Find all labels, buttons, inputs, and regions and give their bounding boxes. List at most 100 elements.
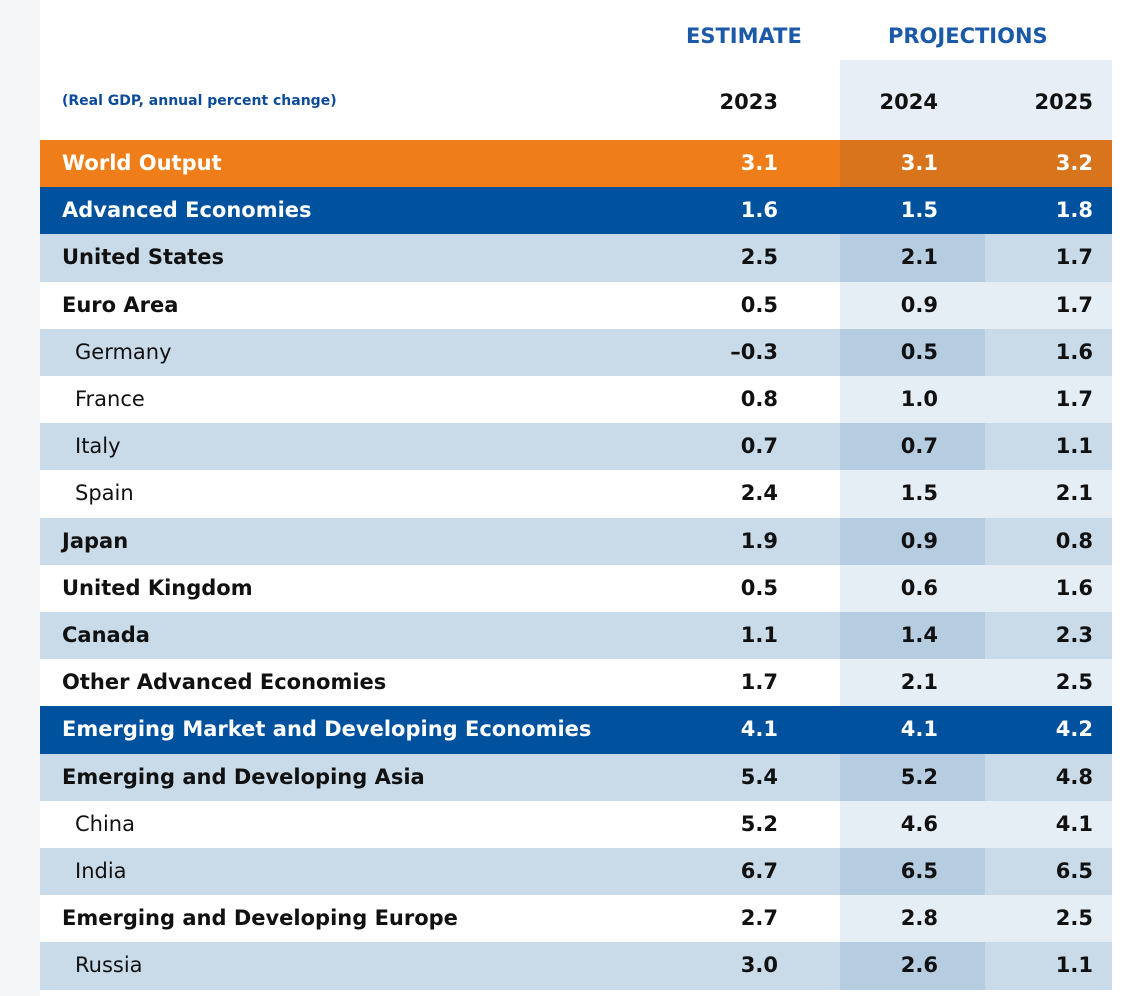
- row-background: [840, 140, 985, 188]
- row-label: World Output: [62, 151, 222, 175]
- value-cell: 5.2: [900, 764, 938, 789]
- value-cell: 4.1: [900, 717, 938, 742]
- value-cell: 5.4: [740, 764, 778, 789]
- year-header: 2025: [1034, 90, 1093, 114]
- row-background: [840, 328, 985, 376]
- row-background: [985, 328, 1112, 376]
- value-cell: 5.2: [740, 811, 778, 836]
- value-cell: 1.8: [1055, 198, 1093, 223]
- value-cell: 3.1: [740, 151, 778, 175]
- row-background: [985, 659, 1112, 707]
- row-label: China: [75, 811, 135, 836]
- row-background: [840, 376, 985, 424]
- row-background: [985, 895, 1112, 943]
- value-cell: 2.6: [900, 953, 938, 978]
- row-background: [840, 564, 985, 612]
- value-cell: 4.1: [1055, 811, 1093, 836]
- row-label: United Kingdom: [62, 575, 253, 600]
- value-cell: 1.7: [740, 670, 778, 695]
- value-cell: 1.4: [900, 623, 938, 647]
- value-cell: 1.9: [740, 528, 778, 553]
- row-background: [840, 187, 985, 235]
- row-label: Other Advanced Economies: [62, 670, 387, 695]
- row-background: [40, 328, 840, 376]
- value-cell: 4.8: [1055, 764, 1093, 789]
- row-background: [840, 942, 985, 990]
- row-background: [985, 470, 1112, 518]
- row-label: Emerging and Developing Asia: [62, 764, 425, 789]
- value-cell: 4.1: [740, 717, 778, 742]
- row-background: [985, 848, 1112, 896]
- row-background: [840, 517, 985, 565]
- value-cell: 0.8: [1055, 528, 1093, 553]
- value-cell: 6.5: [900, 859, 938, 883]
- row-background: [985, 517, 1112, 565]
- row-label: Russia: [75, 953, 143, 978]
- projections-label: PROJECTIONS: [888, 24, 1048, 48]
- row-background: [840, 423, 985, 471]
- row-background: [985, 376, 1112, 424]
- row-background: [985, 706, 1112, 754]
- year-header: 2024: [879, 90, 938, 114]
- value-cell: 1.6: [740, 198, 778, 223]
- row-background: [985, 423, 1112, 471]
- row-background: [840, 706, 985, 754]
- value-cell: 2.1: [1055, 481, 1093, 506]
- value-cell: 0.5: [900, 339, 938, 364]
- value-cell: 3.1: [900, 151, 938, 175]
- row-label: Euro Area: [62, 292, 179, 317]
- value-cell: 6.7: [740, 859, 778, 883]
- row-background: [40, 706, 840, 754]
- value-cell: –0.3: [730, 339, 778, 364]
- left-strip: [0, 0, 40, 996]
- row-background: [840, 612, 985, 660]
- value-cell: 0.6: [900, 575, 938, 600]
- value-cell: 1.1: [740, 623, 778, 647]
- subtitle: (Real GDP, annual percent change): [62, 93, 337, 109]
- value-cell: 2.7: [740, 906, 778, 931]
- value-cell: 1.7: [1055, 387, 1093, 411]
- row-label: France: [75, 387, 145, 411]
- row-background: [40, 234, 840, 282]
- row-background: [840, 800, 985, 848]
- value-cell: 2.1: [900, 245, 938, 270]
- value-cell: 0.9: [900, 292, 938, 317]
- value-cell: 6.5: [1055, 859, 1093, 883]
- row-background: [840, 470, 985, 518]
- row-label: Spain: [75, 481, 134, 506]
- row-label: Canada: [62, 623, 150, 647]
- value-cell: 1.5: [900, 481, 938, 506]
- row-background: [40, 942, 840, 990]
- row-background: [985, 942, 1112, 990]
- row-background: [40, 517, 840, 565]
- row-background: [40, 187, 840, 235]
- row-label: India: [75, 859, 127, 883]
- estimate-label: ESTIMATE: [686, 24, 802, 48]
- row-background: [40, 659, 840, 707]
- value-cell: 2.4: [740, 481, 778, 506]
- row-background: [840, 848, 985, 896]
- row-background: [985, 187, 1112, 235]
- row-background: [985, 800, 1112, 848]
- row-background: [40, 564, 840, 612]
- value-cell: 1.0: [900, 387, 938, 411]
- row-background: [985, 753, 1112, 801]
- row-label: United States: [62, 245, 224, 270]
- value-cell: 2.5: [1055, 906, 1093, 931]
- row-background: [40, 753, 840, 801]
- row-background: [840, 659, 985, 707]
- value-cell: 2.8: [900, 906, 938, 931]
- row-label: Germany: [75, 339, 172, 364]
- value-cell: 1.6: [1055, 339, 1093, 364]
- row-label: Italy: [75, 434, 121, 459]
- row-background: [40, 800, 840, 848]
- value-cell: 1.7: [1055, 292, 1093, 317]
- value-cell: 1.1: [1055, 953, 1093, 978]
- value-cell: 0.7: [900, 434, 938, 459]
- row-label: Emerging and Developing Europe: [62, 906, 458, 931]
- row-background: [40, 140, 840, 188]
- row-background: [840, 895, 985, 943]
- value-cell: 3.0: [740, 953, 778, 978]
- row-background: [840, 753, 985, 801]
